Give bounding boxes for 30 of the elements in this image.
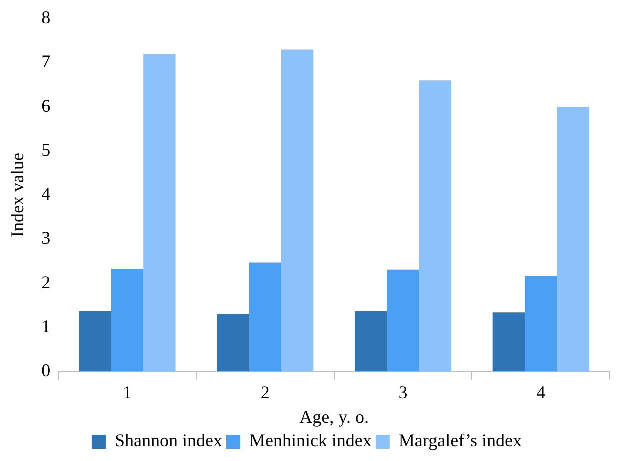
- y-tick-label: 1: [42, 316, 51, 336]
- bar: [144, 54, 176, 372]
- y-tick-label: 2: [42, 272, 51, 292]
- bar: [354, 311, 388, 372]
- legend-label: Menhinick index: [249, 430, 372, 451]
- bar: [249, 262, 282, 372]
- y-tick-label: 4: [42, 184, 51, 204]
- bar: [281, 50, 314, 372]
- bar: [492, 312, 525, 372]
- x-axis-title: Age, y. o.: [300, 406, 369, 427]
- bar: [557, 107, 590, 372]
- y-axis-title: Index value: [8, 153, 28, 238]
- y-tick-label: 7: [42, 52, 51, 72]
- bar: [217, 314, 250, 372]
- bar: [419, 80, 452, 372]
- bar: [524, 276, 558, 372]
- y-tick-label: 0: [42, 360, 51, 381]
- x-tick-label: 4: [536, 382, 546, 402]
- x-tick-label: 1: [123, 382, 132, 402]
- x-tick-label: 2: [260, 382, 270, 402]
- bar: [111, 268, 144, 372]
- y-tick-label: 3: [42, 228, 51, 248]
- legend-label: Shannon index: [114, 430, 222, 451]
- y-tick-label: 5: [42, 140, 51, 160]
- y-tick-label: 6: [42, 96, 51, 116]
- y-tick-label: 8: [42, 8, 51, 28]
- x-tick-label: 3: [398, 382, 408, 402]
- bar: [387, 270, 420, 372]
- bar: [79, 311, 112, 372]
- legend-label: Margalef’s index: [398, 430, 522, 451]
